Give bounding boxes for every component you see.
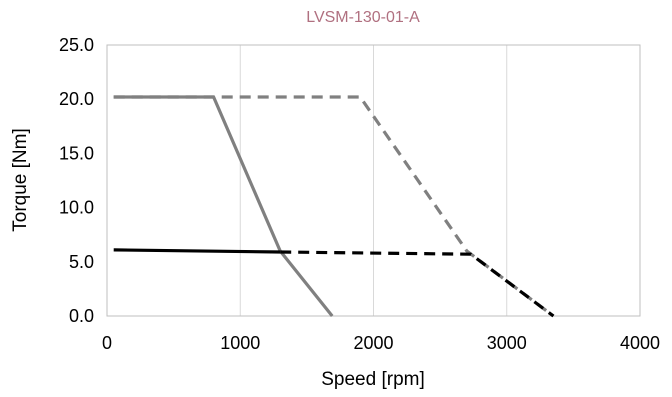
chart-title: LVSM-130-01-A bbox=[306, 9, 420, 26]
series-line-3 bbox=[280, 250, 555, 318]
y-tick-label: 25.0 bbox=[59, 35, 94, 55]
plot-area-border bbox=[106, 44, 641, 317]
y-tick-label: 0.0 bbox=[69, 306, 94, 326]
x-tick-label: 1000 bbox=[220, 333, 260, 353]
x-axis-title: Speed [rpm] bbox=[321, 369, 425, 390]
x-tick-label: 3000 bbox=[487, 333, 527, 353]
x-tick-label: 2000 bbox=[353, 333, 393, 353]
y-tick-label: 10.0 bbox=[59, 198, 94, 218]
y-tick-label: 15.0 bbox=[59, 143, 94, 163]
y-axis-ticks: 0.0 5.0 10.0 15.0 20.0 25.0 bbox=[59, 35, 94, 326]
x-axis-ticks: 0 1000 2000 3000 4000 bbox=[102, 333, 660, 353]
series-group bbox=[113, 95, 555, 318]
series-line-1 bbox=[113, 95, 555, 318]
y-tick-label: 5.0 bbox=[69, 252, 94, 272]
series-line-2 bbox=[113, 248, 281, 254]
y-tick-label: 20.0 bbox=[59, 89, 94, 109]
gridlines bbox=[106, 45, 641, 316]
x-tick-label: 4000 bbox=[620, 333, 660, 353]
y-axis-title: Torque [Nm] bbox=[10, 128, 31, 231]
x-tick-label: 0 bbox=[102, 333, 112, 353]
series-line-0 bbox=[113, 95, 334, 317]
